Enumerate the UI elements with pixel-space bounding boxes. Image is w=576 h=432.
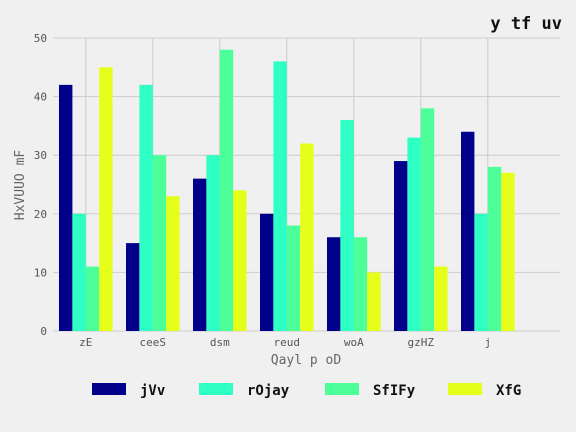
bar-rOjay-dsm [206,155,220,331]
y-tick-label: 50 [34,32,47,45]
x-tick-label: j [484,336,491,349]
x-tick-label: dsm [210,336,230,349]
bar-jVv-j [461,131,475,331]
x-tick-label: woA [344,336,364,349]
bar-SfIFy-ceeS [152,155,167,331]
bar-XfG-ceeS [166,196,180,331]
bar-SfIFy-j [487,166,502,331]
legend-label-SfIFy: SfIFy [373,383,416,399]
legend-label-rOjay: rOjay [247,383,290,399]
legend-swatch-jVv [92,383,126,395]
bar-SfIFy-gzHZ [420,108,435,331]
chart-title: y tf uv [490,14,562,34]
bar-SfIFy-reud [286,225,301,331]
legend-swatch-XfG [448,383,482,395]
bar-rOjay-ceeS [139,84,153,331]
bar-XfG-reud [300,143,314,331]
legend-label-XfG: XfG [496,383,521,399]
bar-jVv-gzHZ [394,161,408,331]
x-tick-label: gzHZ [408,336,435,349]
bar-SfIFy-woA [353,237,368,331]
bar-jVv-ceeS [126,243,140,331]
bar-rOjay-j [474,213,488,331]
y-tick-label: 20 [34,208,47,221]
legend-swatch-rOjay [199,383,233,395]
x-tick-label: reud [274,336,301,349]
bar-XfG-zE [99,67,113,332]
bars [59,49,515,332]
bar-rOjay-gzHZ [407,137,421,331]
bar-jVv-reud [260,213,274,331]
y-tick-label: 40 [34,91,47,104]
bar-jVv-woA [327,237,341,331]
bar-XfG-dsm [233,190,247,331]
bar-XfG-gzHZ [434,266,448,331]
x-tick-labels: zE ceeS dsm reud woA gzHZ j [79,336,491,349]
y-axis-label: HxVUUO mF [13,150,28,221]
legend: jVv rOjay SfIFy XfG [92,383,521,399]
bar-SfIFy-zE [85,266,100,331]
bar-XfG-woA [367,272,381,331]
legend-swatch-SfIFy [325,383,359,395]
bar-jVv-zE [59,84,73,331]
bar-jVv-dsm [193,178,207,331]
bar-rOjay-reud [273,61,287,331]
x-tick-label: ceeS [140,336,167,349]
bar-rOjay-zE [72,213,86,331]
bar-rOjay-woA [340,120,354,331]
y-tick-label: 0 [40,325,47,338]
bar-XfG-j [501,172,515,331]
x-axis-label: Qayl p oD [271,353,342,368]
y-tick-label: 10 [34,266,47,279]
legend-label-jVv: jVv [140,383,165,399]
y-tick-label: 30 [34,149,47,162]
y-tick-labels: 0 10 20 30 40 50 [34,32,47,338]
x-tick-label: zE [79,336,92,349]
bar-SfIFy-dsm [219,49,234,331]
